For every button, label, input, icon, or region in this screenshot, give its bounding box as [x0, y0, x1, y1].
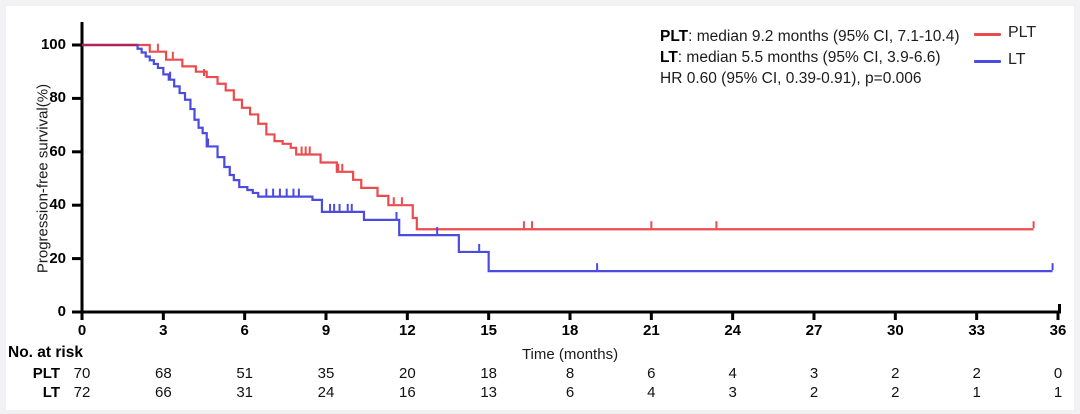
y-tick-label: 0: [57, 303, 66, 320]
risk-count: 1: [972, 384, 981, 401]
risk-count: 68: [154, 365, 172, 382]
risk-count: 4: [728, 365, 737, 382]
x-tick-label: 6: [240, 322, 249, 339]
x-tick-label: 12: [398, 322, 416, 339]
annotation-line: PLT: median 9.2 months (95% CI, 7.1-10.4…: [660, 28, 960, 45]
risk-table-title: No. at risk: [8, 344, 83, 361]
risk-count: 4: [647, 384, 656, 401]
risk-count: 2: [972, 365, 981, 382]
risk-count: 16: [398, 384, 416, 401]
x-tick-label: 15: [480, 322, 497, 339]
annotation-group-name: LT: [660, 49, 678, 66]
risk-row-label-lt: LT: [42, 384, 60, 401]
legend-swatch-plt: [974, 33, 1001, 36]
risk-count: 31: [236, 384, 253, 401]
x-tick-label: 3: [159, 322, 168, 339]
chart-canvas: [6, 6, 1074, 410]
risk-row-label-plt: PLT: [32, 365, 60, 382]
x-tick-label: 33: [968, 322, 985, 339]
x-axis-title: Time (months): [521, 346, 619, 363]
y-tick-label: 40: [49, 196, 66, 214]
y-tick-label: 80: [49, 89, 66, 107]
y-tick-label: 60: [49, 142, 66, 160]
x-tick-label: 24: [724, 322, 741, 339]
annotation-line: HR 0.60 (95% CI, 0.39-0.91), p=0.006: [660, 70, 922, 87]
risk-count: 51: [236, 365, 253, 382]
x-tick-label: 18: [561, 322, 579, 339]
risk-count: 70: [73, 365, 91, 382]
risk-count: 35: [317, 365, 335, 382]
x-tick-label: 36: [1049, 322, 1067, 339]
risk-count: 6: [565, 384, 575, 401]
risk-count: 18: [480, 365, 497, 382]
x-tick-label: 30: [886, 322, 904, 339]
risk-count: 72: [73, 384, 91, 401]
risk-count: 24: [317, 384, 335, 401]
risk-count: 2: [891, 365, 900, 382]
km-curve-lt: [82, 43, 1053, 273]
y-tick-label: 20: [49, 249, 66, 267]
km-curve-plt: [82, 43, 1034, 231]
risk-count: 13: [480, 384, 497, 401]
statistics-annotation: PLT: median 9.2 months (95% CI, 7.1-10.4…: [660, 26, 960, 89]
legend-label-lt: LT: [1008, 51, 1026, 68]
risk-count: 3: [728, 384, 737, 401]
y-tick-label: 100: [40, 36, 66, 53]
risk-count: 1: [1053, 384, 1063, 401]
annotation-group-name: PLT: [660, 28, 689, 45]
x-tick-label: 27: [805, 322, 823, 339]
x-tick-label: 21: [642, 322, 660, 339]
annotation-line: LT: median 5.5 months (95% CI, 3.9-6.6): [660, 49, 941, 66]
risk-count: 0: [1053, 365, 1063, 382]
x-tick-label: 9: [321, 322, 331, 339]
risk-count: 66: [154, 384, 172, 401]
risk-count: 20: [398, 365, 416, 382]
risk-count: 6: [647, 365, 656, 382]
risk-count: 8: [565, 365, 575, 382]
legend-swatch-lt: [974, 60, 1001, 63]
risk-count: 2: [809, 384, 819, 401]
x-tick-label: 0: [77, 322, 87, 339]
legend-label-plt: PLT: [1008, 24, 1037, 41]
risk-count: 3: [809, 365, 819, 382]
risk-count: 2: [891, 384, 900, 401]
